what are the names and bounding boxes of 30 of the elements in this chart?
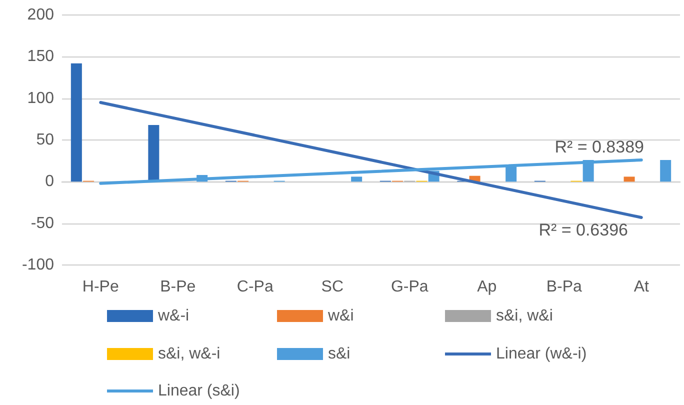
x-tick-label: H-Pe bbox=[82, 278, 119, 296]
y-tick-label: 0 bbox=[45, 173, 54, 190]
y-tick-label: -100 bbox=[22, 256, 54, 274]
legend-label: Linear (w&-i) bbox=[496, 346, 587, 362]
x-tick-label: At bbox=[634, 278, 650, 296]
legend-label: s&i bbox=[328, 346, 350, 362]
y-tick-label: -50 bbox=[30, 214, 54, 232]
y-tick-label: 50 bbox=[36, 132, 54, 148]
x-tick-label: Ap bbox=[477, 278, 497, 296]
legend-label: w&-i bbox=[157, 308, 190, 324]
legend-label: w&i bbox=[327, 308, 354, 324]
legend-label: s&i, w&i bbox=[496, 308, 553, 324]
y-tick-label: 150 bbox=[27, 48, 54, 66]
x-tick-label: SC bbox=[321, 278, 344, 296]
x-tick-label: B-Pa bbox=[546, 278, 582, 296]
bar bbox=[506, 166, 517, 182]
bar bbox=[660, 160, 672, 182]
annotation: R² = 0.6396 bbox=[538, 220, 628, 240]
bar bbox=[351, 176, 362, 182]
legend-label: s&i, w&-i bbox=[158, 346, 220, 362]
x-tick-label: C-Pa bbox=[236, 278, 274, 296]
bar bbox=[70, 63, 82, 182]
bar bbox=[624, 176, 635, 182]
x-tick-label: G-Pa bbox=[390, 278, 428, 296]
y-tick-label: 200 bbox=[27, 6, 54, 24]
x-tick-label: B-Pe bbox=[160, 278, 196, 296]
bar bbox=[148, 125, 160, 182]
legend-label: Linear (s&i) bbox=[158, 382, 240, 400]
annotation: R² = 0.8389 bbox=[554, 138, 644, 156]
y-tick-label: 100 bbox=[27, 90, 54, 107]
